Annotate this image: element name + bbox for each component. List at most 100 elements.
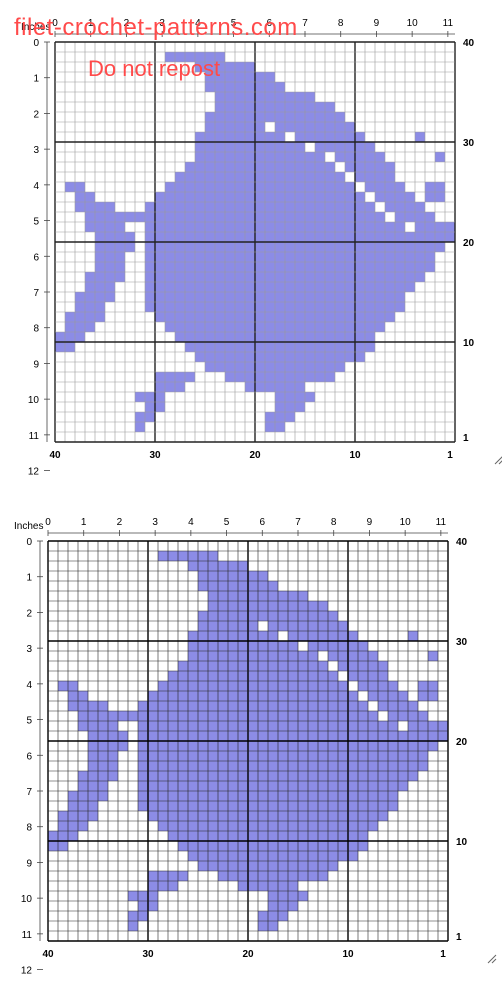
inch-tick-label: 11 (443, 18, 454, 29)
filled-cell (348, 701, 358, 711)
filled-cell (335, 362, 345, 372)
filled-cell (245, 342, 255, 352)
row-inch-label: 12 (21, 966, 33, 977)
filled-cell (358, 811, 368, 821)
filled-cell (408, 761, 418, 771)
filled-cell (345, 232, 355, 242)
filled-cell (228, 841, 238, 851)
filled-cell (195, 292, 205, 302)
filled-cell (78, 711, 88, 721)
filled-cell (345, 162, 355, 172)
filled-cell (338, 851, 348, 861)
filled-cell (348, 771, 358, 781)
filled-cell (385, 222, 395, 232)
filled-cell (268, 741, 278, 751)
filled-cell (245, 332, 255, 342)
filled-cell (215, 232, 225, 242)
filled-cell (278, 731, 288, 741)
filled-cell (318, 641, 328, 651)
filled-cell (278, 621, 288, 631)
filled-cell (138, 701, 148, 711)
filled-cell (248, 681, 258, 691)
filled-cell (338, 841, 348, 851)
filled-cell (175, 222, 185, 232)
filled-cell (355, 282, 365, 292)
filled-cell (178, 721, 188, 731)
filled-cell (258, 821, 268, 831)
filled-cell (305, 102, 315, 112)
filled-cell (385, 312, 395, 322)
filled-cell (375, 212, 385, 222)
filled-cell (215, 332, 225, 342)
filled-cell (138, 781, 148, 791)
filled-cell (298, 821, 308, 831)
filled-cell (275, 82, 285, 92)
filled-cell (258, 661, 268, 671)
filled-cell (328, 621, 338, 631)
filled-cell (338, 631, 348, 641)
filled-cell (328, 851, 338, 861)
filled-cell (255, 272, 265, 282)
filled-cell (435, 232, 445, 242)
filled-cell (335, 122, 345, 132)
filled-cell (415, 202, 425, 212)
filled-cell (315, 312, 325, 322)
filled-cell (138, 891, 148, 901)
filled-cell (308, 791, 318, 801)
filled-cell (355, 152, 365, 162)
filled-cell (225, 312, 235, 322)
filled-cell (88, 721, 98, 731)
filled-cell (115, 232, 125, 242)
filled-cell (308, 871, 318, 881)
filled-cell (328, 651, 338, 661)
filled-cell (415, 252, 425, 262)
row-inch-label: 8 (33, 324, 39, 335)
filled-cell (255, 102, 265, 112)
filled-cell (225, 332, 235, 342)
filled-cell (435, 222, 445, 232)
filled-cell (208, 641, 218, 651)
filled-cell (295, 122, 305, 132)
filled-cell (318, 821, 328, 831)
filled-cell (228, 681, 238, 691)
filled-cell (175, 322, 185, 332)
filled-cell (268, 881, 278, 891)
filled-cell (368, 791, 378, 801)
filled-cell (275, 172, 285, 182)
row-inch-label: 4 (26, 680, 32, 691)
filled-cell (295, 142, 305, 152)
filled-cell (148, 761, 158, 771)
filled-cell (428, 651, 438, 661)
filled-cell (208, 671, 218, 681)
resize-grip-icon[interactable] (487, 954, 497, 964)
filled-cell (205, 232, 215, 242)
filled-cell (198, 821, 208, 831)
filled-cell (328, 721, 338, 731)
filled-cell (325, 122, 335, 132)
filled-cell (108, 761, 118, 771)
filled-cell (148, 811, 158, 821)
filled-cell (348, 791, 358, 801)
filled-cell (225, 252, 235, 262)
inch-tick-label: 0 (52, 18, 58, 29)
filled-cell (235, 122, 245, 132)
filled-cell (365, 142, 375, 152)
filled-cell (175, 292, 185, 302)
filled-cell (295, 342, 305, 352)
filled-cell (428, 731, 438, 741)
filled-cell (128, 891, 138, 901)
resize-grip-icon[interactable] (494, 456, 502, 465)
filled-cell (228, 571, 238, 581)
filled-cell (268, 921, 278, 931)
filled-cell (255, 212, 265, 222)
filled-cell (138, 751, 148, 761)
filled-cell (375, 182, 385, 192)
filled-cell (248, 751, 258, 761)
filled-cell (238, 581, 248, 591)
filled-cell (165, 202, 175, 212)
filled-cell (305, 332, 315, 342)
filled-cell (365, 162, 375, 172)
filled-cell (268, 891, 278, 901)
filled-cell (378, 721, 388, 731)
filled-cell (325, 322, 335, 332)
